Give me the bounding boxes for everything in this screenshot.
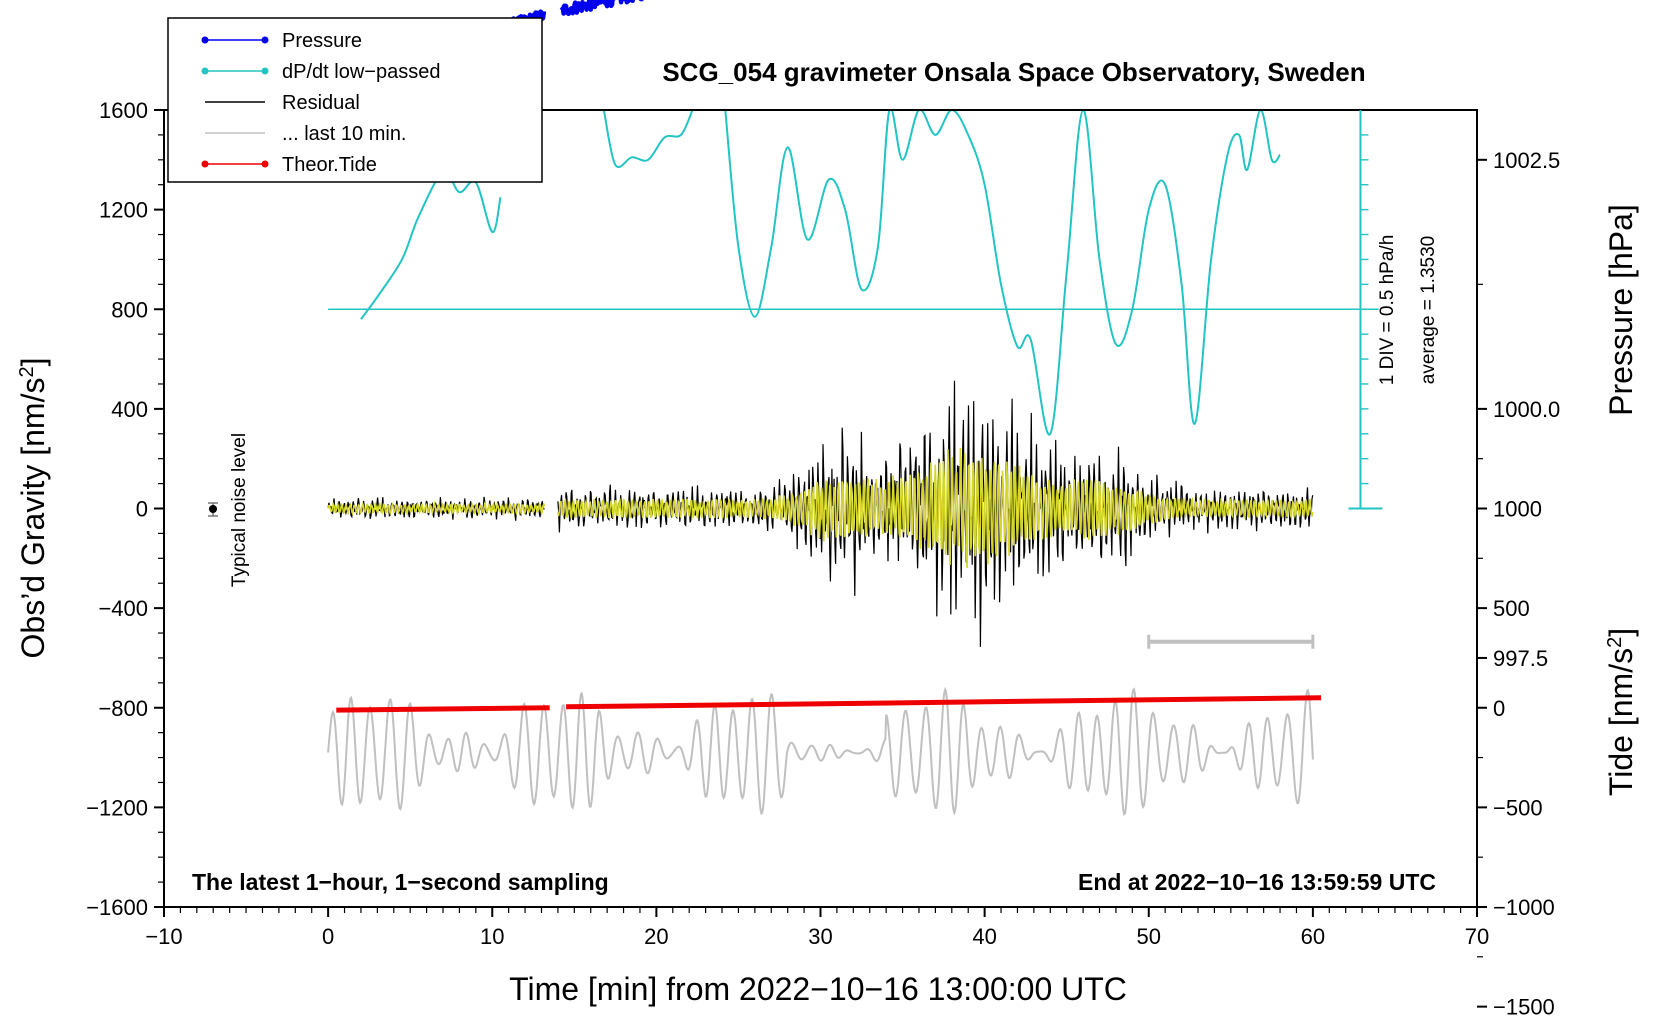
series-tide-line-2 — [566, 695, 1322, 710]
x-tick-label: 10 — [480, 924, 504, 949]
legend-swatch-marker — [261, 36, 269, 44]
x-tick-label: −10 — [145, 924, 182, 949]
noise-level-label: Typical noise level — [229, 433, 250, 587]
y-tick-label: −1600 — [86, 895, 148, 920]
tide-tick-label: −1500 — [1493, 995, 1555, 1020]
x-tick-label: 70 — [1465, 924, 1489, 949]
y-tick-label: 400 — [111, 397, 148, 422]
y-tick-label: 1200 — [99, 198, 148, 223]
legend-label: ... last 10 min. — [282, 123, 407, 145]
legend-swatch-marker — [201, 67, 209, 75]
pressure-tick-label: 1002.5 — [1493, 148, 1560, 173]
y-tick-label: 800 — [111, 297, 148, 322]
y-axis-title-tide-sup: 2 — [1604, 637, 1626, 648]
y-tick-label: −400 — [98, 596, 148, 621]
legend-label: Pressure — [282, 30, 362, 52]
series-residual-filtered-line-1 — [327, 500, 546, 517]
y-tick-label: 0 — [136, 497, 148, 522]
legend-swatch-marker — [261, 160, 269, 168]
y-axis-title-left-end: ] — [15, 358, 51, 367]
x-tick-label: 50 — [1137, 924, 1161, 949]
pressure-tick-label: 1000.0 — [1493, 397, 1560, 422]
legend-label: Theor.Tide — [282, 154, 377, 176]
series-residual-filtered-line-2 — [557, 447, 1314, 569]
series-layer — [327, 0, 1379, 816]
series-last-10-min-line — [327, 686, 1314, 816]
series-dpdt-line-3 — [724, 110, 1281, 436]
x-tick-label: 40 — [972, 924, 996, 949]
tide-tick-label: −500 — [1493, 795, 1543, 820]
y-axis-title-tide-end: ] — [1603, 628, 1639, 637]
y-axis-title-left-main: Obs’d Gravity [nm/s — [15, 378, 51, 659]
legend-label: Residual — [282, 92, 360, 114]
x-tick-label: 30 — [808, 924, 832, 949]
y-axis-title-tide-main: Tide [nm/s — [1603, 648, 1639, 796]
series-residual-line-1 — [327, 496, 545, 521]
ticks-layer: −10 0 10 20 30 40 50 60 70 −1600 −1200 −800 −400 0 400… — [86, 98, 1560, 1020]
legend-swatch-marker — [261, 67, 269, 75]
average-label: average = 1.3530 — [1418, 236, 1439, 384]
bottom-right-note: End at 2022−10−16 13:59:59 UTC — [1078, 869, 1436, 895]
pressure-tick-label: 997.5 — [1493, 646, 1548, 671]
series-tide-line-1 — [336, 705, 550, 713]
legend-box — [167, 17, 543, 183]
chart-title: SCG_054 gravimeter Onsala Space Observat… — [662, 57, 1365, 87]
legend: Pressure dP/dt low−passed Residual ... last… — [167, 17, 543, 183]
scale-bar — [1348, 110, 1383, 510]
y-tick-label: −800 — [98, 696, 148, 721]
bottom-left-note: The latest 1−hour, 1−second sampling — [192, 869, 609, 895]
x-tick-label: 60 — [1301, 924, 1325, 949]
y-axis-title-left: Obs’d Gravity [nm/s2] — [15, 358, 51, 659]
tide-tick-label: −1000 — [1493, 895, 1555, 920]
legend-swatch-marker — [201, 36, 209, 44]
x-tick-label: 0 — [322, 924, 334, 949]
tide-tick-label: 1000 — [1493, 497, 1542, 522]
y-axis-title-left-sup: 2 — [16, 366, 38, 377]
y-axis-title-pressure: Pressure [hPa] — [1603, 204, 1639, 416]
series-dpdt-line-2 — [602, 110, 694, 169]
legend-swatch-marker — [201, 160, 209, 168]
scale-bar-label: 1 DIV = 0.5 hPa/h — [1377, 235, 1398, 386]
y-tick-label: −1200 — [86, 795, 148, 820]
tide-tick-label: 0 — [1493, 696, 1505, 721]
legend-label: dP/dt low−passed — [282, 61, 440, 83]
y-axis-title-tide: Tide [nm/s2] — [1603, 628, 1639, 796]
x-axis-title: Time [min] from 2022−10−16 13:00:00 UTC — [509, 971, 1127, 1007]
y-tick-label: 1600 — [99, 98, 148, 123]
last-10-min-range-bar — [1147, 634, 1315, 649]
x-tick-label: 20 — [644, 924, 668, 949]
tide-tick-label: 500 — [1493, 596, 1530, 621]
noise-level-marker — [208, 502, 218, 517]
